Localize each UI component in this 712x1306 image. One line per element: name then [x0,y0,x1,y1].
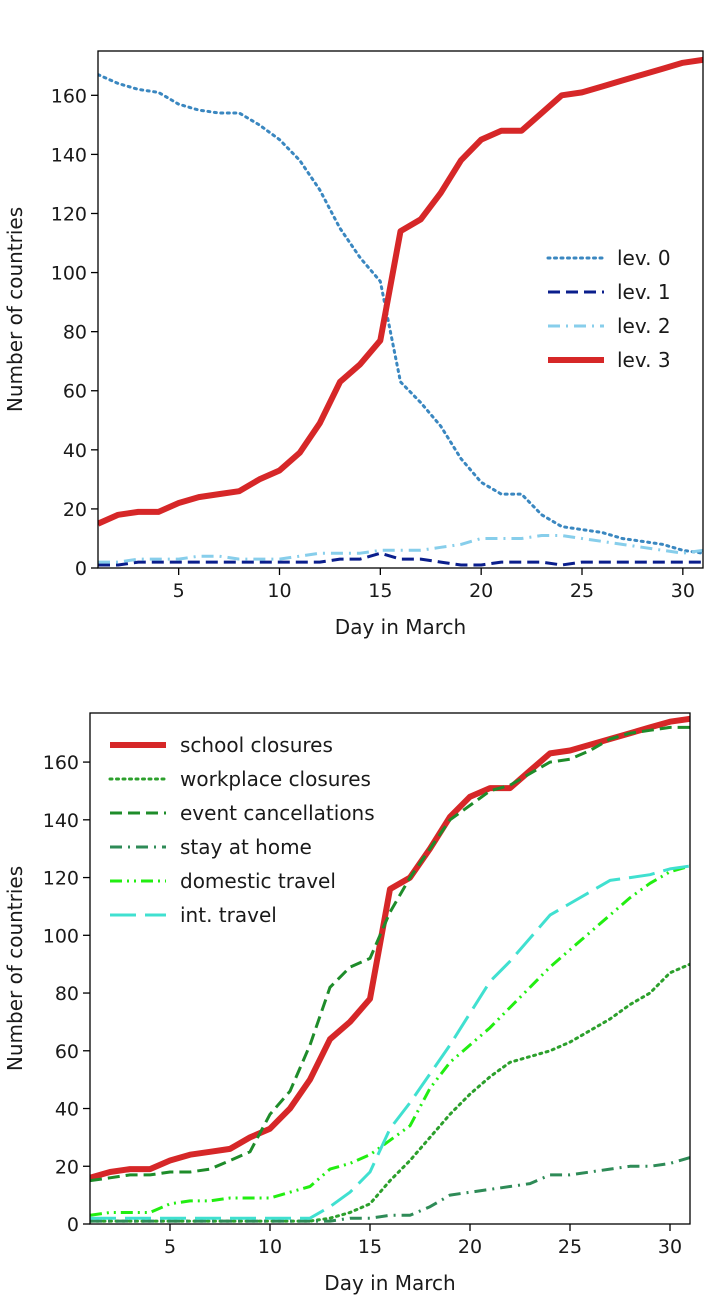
chart1-axes-frame [97,50,704,569]
chart2-y-tick-label-2: 40 [55,1099,79,1121]
chart2-y-axis-label: Number of countries [3,866,27,1071]
chart2-y-tick-label-4: 80 [55,983,79,1005]
chart2-series-line-3 [90,1156,690,1223]
chart2-x-tick-label-4: 25 [558,1236,582,1258]
chart1-y-tick-label-4: 80 [63,322,87,344]
chart2-x-tick-label-3: 20 [458,1236,482,1258]
chart2-series-line-0 [90,715,690,1181]
chart2-legend-label-0: school closures [180,733,333,757]
chart1: 5 10 15 20 25 30 0 20 40 60 80 100 120 140 160 Day in M… [3,50,704,639]
chart2-legend-label-1: workplace closures [180,767,371,791]
chart2-series-group [90,715,690,1223]
chart1-legend-label-2: lev. 2 [617,314,671,338]
chart1-y-axis-label: Number of countries [3,207,27,412]
chart2-y-tick-label-6: 120 [43,868,79,890]
chart1-x-axis-label: Day in March [335,615,466,639]
chart1-x-tick-label-4: 25 [570,580,594,602]
chart1-legend: lev. 0 lev. 1 lev. 2 lev. 3 [546,246,671,372]
chart2-y-tick-label-1: 20 [55,1156,79,1178]
chart1-x-tick-label-1: 10 [267,580,291,602]
chart1-y-tick-label-1: 20 [63,499,87,521]
chart1-legend-label-3: lev. 3 [617,348,671,372]
chart2-x-tick-label-0: 5 [164,1236,176,1258]
chart1-legend-label-1: lev. 1 [617,280,671,304]
chart1-series-line-2 [98,534,703,564]
chart2-legend-label-4: domestic travel [180,869,336,893]
chart1-y-tick-label-8: 160 [51,85,87,107]
chart1-x-tick-label-0: 5 [173,580,185,602]
chart1-y-tick-label-3: 60 [63,381,87,403]
chart1-y-tick-label-0: 0 [75,558,87,580]
chart2-y-tick-label-5: 100 [43,925,79,947]
chart2-series-line-4 [90,864,690,1217]
chart1-series-group [98,56,703,567]
chart1-y-tick-label-7: 140 [51,144,87,166]
chart2: 5 10 15 20 25 30 0 20 40 60 80 100 120 140 160 Day in M… [3,712,691,1295]
chart1-y-tick-label-5: 100 [51,263,87,285]
chart1-series-line-1 [98,551,703,567]
chart2-series-line-1 [90,962,690,1223]
chart1-x-tick-label-3: 20 [469,580,493,602]
chart1-x-tick-label-5: 30 [671,580,695,602]
chart2-axes-frame [89,712,691,1225]
chart2-legend-label-3: stay at home [180,835,312,859]
chart1-series-line-0 [98,73,703,555]
chart2-x-tick-label-2: 15 [358,1236,382,1258]
chart2-legend-label-5: int. travel [180,903,277,927]
chart2-legend: school closures workplace closures event c… [108,733,375,927]
chart1-y-tick-label-6: 120 [51,203,87,225]
chart2-x-tick-label-1: 10 [258,1236,282,1258]
chart2-x-axis-label: Day in March [324,1271,455,1295]
chart2-x-tick-label-5: 30 [658,1236,682,1258]
chart2-legend-label-2: event cancellations [180,801,375,825]
chart1-series-line-3 [98,56,703,527]
chart2-y-tick-label-7: 140 [43,810,79,832]
chart2-y-tick-label-0: 0 [67,1214,79,1236]
chart1-legend-label-0: lev. 0 [617,246,671,270]
chart2-y-tick-label-8: 160 [43,752,79,774]
chart2-series-line-2 [90,725,690,1183]
chart1-y-tick-label-2: 40 [63,440,87,462]
chart2-y-tick-label-3: 60 [55,1041,79,1063]
chart1-x-tick-label-2: 15 [368,580,392,602]
